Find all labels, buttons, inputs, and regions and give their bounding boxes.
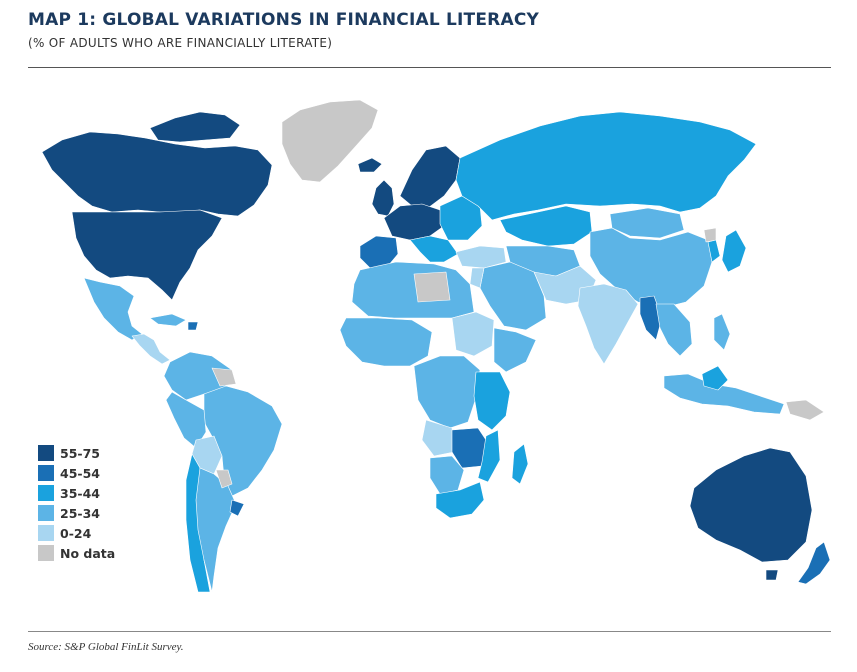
legend-item-35-44: 35-44 bbox=[38, 483, 115, 503]
region-madagascar bbox=[511, 443, 529, 485]
region-papua bbox=[785, 399, 825, 421]
region-italy-balkans bbox=[409, 235, 459, 263]
region-scandinavia bbox=[399, 145, 461, 209]
region-central-africa bbox=[413, 355, 481, 429]
region-west-africa bbox=[339, 317, 433, 367]
region-borneo bbox=[701, 365, 729, 391]
region-iberia bbox=[359, 235, 399, 269]
region-levant bbox=[469, 267, 485, 289]
bottom-divider bbox=[28, 631, 831, 632]
legend-label: 55-75 bbox=[60, 445, 100, 461]
legend-swatch bbox=[38, 545, 54, 561]
legend-label: 0-24 bbox=[60, 525, 92, 541]
region-united-states bbox=[71, 209, 223, 301]
map-subtitle: (% OF ADULTS WHO ARE FINANCIALLY LITERAT… bbox=[28, 36, 333, 50]
region-tasmania bbox=[765, 569, 779, 581]
region-arctic-islands bbox=[149, 111, 241, 143]
legend-item-0-24: 0-24 bbox=[38, 523, 115, 543]
region-namibia-botswana bbox=[429, 455, 465, 495]
region-south-africa bbox=[435, 481, 485, 519]
legend-swatch bbox=[38, 465, 54, 481]
region-horn-of-africa bbox=[493, 327, 537, 373]
region-greenland bbox=[281, 99, 379, 183]
region-western-europe bbox=[383, 203, 445, 241]
region-sudan bbox=[451, 311, 495, 357]
region-east-africa bbox=[473, 371, 511, 431]
region-philippines bbox=[713, 313, 731, 351]
source-note: Source: S&P Global FinLit Survey. bbox=[28, 641, 184, 653]
legend-item-no-data: No data bbox=[38, 543, 115, 563]
legend-swatch bbox=[38, 445, 54, 461]
legend-label: 35-44 bbox=[60, 485, 100, 501]
map-title: MAP 1: GLOBAL VARIATIONS IN FINANCIAL LI… bbox=[28, 10, 539, 30]
region-japan bbox=[721, 229, 747, 273]
region-india bbox=[577, 283, 639, 365]
region-mexico bbox=[83, 277, 143, 341]
legend-label: 45-54 bbox=[60, 465, 100, 481]
region-uruguay bbox=[229, 499, 245, 517]
region-china bbox=[589, 227, 713, 309]
region-libya bbox=[413, 271, 451, 303]
region-southeast-asia bbox=[655, 303, 693, 357]
legend-item-45-54: 45-54 bbox=[38, 463, 115, 483]
legend-swatch bbox=[38, 485, 54, 501]
region-caribbean bbox=[149, 313, 187, 327]
region-turkey bbox=[455, 245, 507, 269]
region-mozambique bbox=[477, 429, 501, 483]
region-guianas bbox=[211, 367, 237, 387]
region-canada-alaska bbox=[41, 131, 273, 217]
legend-label: 25-34 bbox=[60, 505, 100, 521]
region-iceland bbox=[357, 157, 383, 173]
region-new-zealand bbox=[797, 541, 831, 585]
top-divider bbox=[28, 67, 831, 68]
region-paraguay bbox=[215, 469, 233, 489]
legend-swatch bbox=[38, 505, 54, 521]
region-caribbean-east bbox=[187, 321, 199, 331]
region-kazakhstan bbox=[499, 205, 593, 247]
legend-label: No data bbox=[60, 545, 116, 561]
region-angola bbox=[421, 419, 455, 457]
legend-item-55-75: 55-75 bbox=[38, 443, 115, 463]
region-central-america bbox=[131, 333, 171, 365]
region-middle-east bbox=[479, 261, 547, 331]
region-uk bbox=[371, 179, 395, 217]
region-north-korea bbox=[703, 227, 717, 243]
legend: 55-75 45-54 35-44 25-34 0-24 No data bbox=[38, 443, 115, 563]
legend-item-25-34: 25-34 bbox=[38, 503, 115, 523]
region-north-africa bbox=[351, 261, 475, 319]
region-australia bbox=[689, 447, 813, 563]
legend-swatch bbox=[38, 525, 54, 541]
region-russia bbox=[455, 111, 757, 221]
